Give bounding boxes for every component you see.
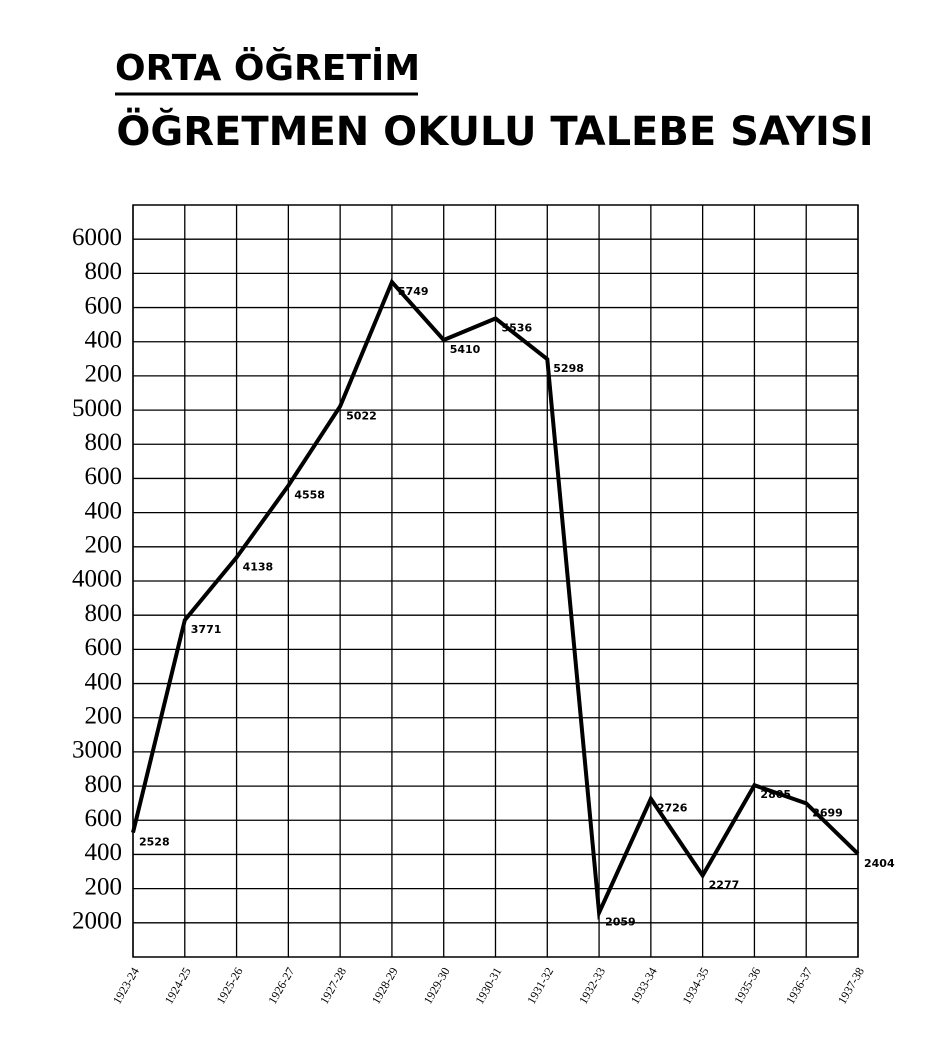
y-tick-label: 600 (85, 805, 123, 832)
y-tick-label: 400 (85, 326, 123, 353)
y-tick-label: 400 (85, 668, 123, 695)
data-label: 2277 (709, 878, 740, 891)
y-tick-label: 400 (85, 497, 123, 524)
y-tick-label: 400 (85, 839, 123, 866)
chart-subtitle: ÖĞRETMEN OKULU TALEBE SAYISI (116, 107, 873, 155)
x-tick-label: 1927-28 (317, 965, 349, 1007)
data-label: 2805 (760, 788, 791, 801)
data-label: 5749 (398, 285, 429, 298)
y-tick-label: 600 (85, 634, 123, 661)
data-label: 2726 (657, 802, 688, 815)
y-tick-label: 600 (85, 292, 123, 319)
x-tick-label: 1929-30 (421, 965, 453, 1007)
data-label: 4138 (243, 560, 274, 573)
y-tick-label: 600 (85, 463, 123, 490)
x-tick-label: 1924-25 (162, 965, 194, 1007)
x-tick-label: 1936-37 (783, 965, 815, 1007)
x-tick-label: 1930-31 (472, 965, 504, 1007)
y-tick-label: 5000 (72, 395, 122, 422)
y-tick-label: 200 (85, 702, 123, 729)
y-tick-label: 6000 (72, 224, 122, 251)
x-tick-label: 1926-27 (265, 965, 297, 1007)
x-tick-label: 1931-32 (524, 965, 556, 1007)
x-tick-label: 1923-24 (110, 965, 142, 1007)
y-tick-label: 800 (85, 258, 123, 285)
y-tick-label: 2000 (72, 908, 122, 935)
data-label: 5410 (450, 343, 481, 356)
x-tick-label: 1935-36 (731, 965, 763, 1007)
data-label: 2528 (139, 836, 170, 849)
y-tick-label: 200 (85, 361, 123, 388)
data-label: 5298 (553, 362, 584, 375)
x-tick-label: 1925-26 (213, 965, 245, 1007)
x-tick-label: 1933-34 (628, 965, 660, 1007)
data-label: 2404 (864, 857, 895, 870)
data-line (131, 278, 860, 921)
x-tick-label: 1932-33 (576, 965, 608, 1007)
y-tick-label: 800 (85, 429, 123, 456)
data-label: 5022 (346, 409, 377, 422)
data-label: 4558 (294, 489, 325, 502)
y-tick-label: 800 (85, 771, 123, 798)
y-tick-label: 200 (85, 873, 123, 900)
y-tick-label: 3000 (72, 737, 122, 764)
y-tick-label: 200 (85, 532, 123, 559)
data-label: 3771 (191, 623, 222, 636)
data-label: 2059 (605, 916, 636, 929)
x-tick-label: 1934-35 (679, 965, 711, 1007)
y-tick-label: 800 (85, 600, 123, 627)
y-tick-label: 4000 (72, 566, 122, 593)
x-tick-label: 1937-38 (835, 965, 867, 1007)
data-label: 2699 (812, 806, 843, 819)
data-label: 5536 (502, 321, 533, 334)
x-tick-label: 1928-29 (369, 965, 401, 1007)
chart-title: ORTA ÖĞRETİM (115, 47, 420, 89)
